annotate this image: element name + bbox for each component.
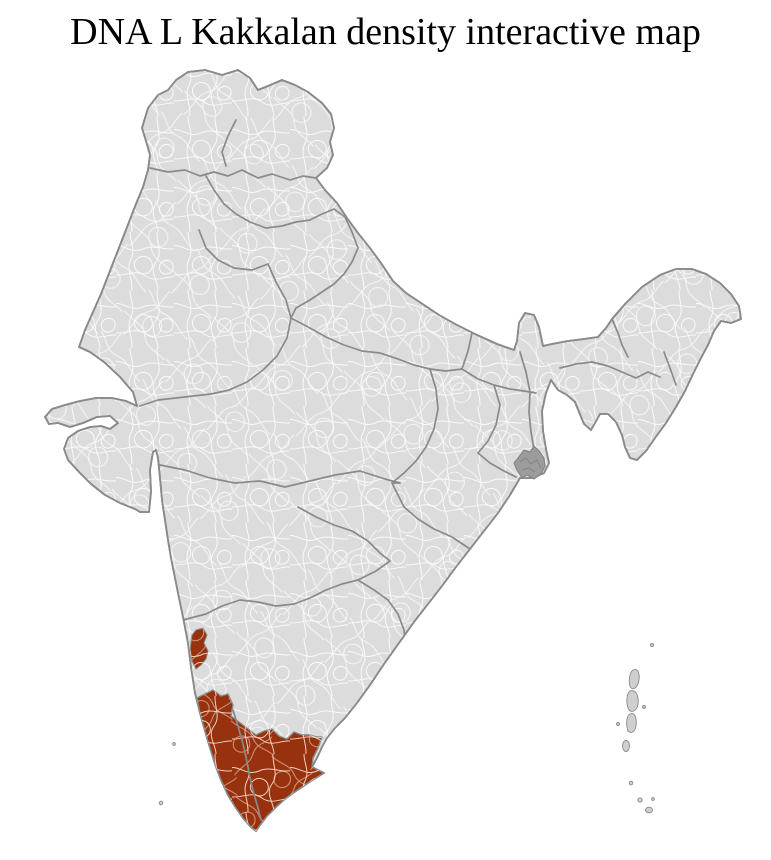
island-middle	[626, 690, 639, 712]
island-dot	[628, 780, 634, 786]
island-dot	[616, 722, 620, 726]
island-little	[622, 740, 630, 752]
island-chain	[158, 642, 655, 814]
island-dot	[649, 642, 655, 648]
island-dot-west	[158, 800, 164, 806]
state-borders	[139, 119, 677, 731]
delta-patch	[513, 445, 546, 480]
india-landmass[interactable]	[30, 60, 750, 850]
island-south	[626, 713, 637, 733]
island-dot-west	[172, 742, 176, 746]
island-dot	[637, 797, 643, 803]
island-north	[628, 669, 640, 690]
island-dot	[642, 705, 646, 709]
page-title: DNA L Kakkalan density interactive map	[70, 11, 701, 53]
state-border-in-highlight	[232, 709, 262, 821]
island-dot	[651, 797, 655, 801]
island-blob	[645, 806, 653, 814]
coastline	[44, 69, 742, 832]
